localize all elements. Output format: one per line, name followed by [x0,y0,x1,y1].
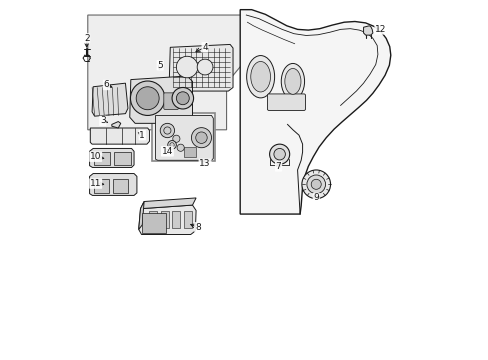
Circle shape [273,148,285,160]
Polygon shape [129,76,192,123]
Bar [113,152,131,165]
Circle shape [176,92,189,105]
Bar [183,147,196,157]
Polygon shape [155,116,213,160]
Text: 1: 1 [139,131,145,140]
Polygon shape [89,148,134,167]
Circle shape [310,179,321,189]
Text: 5: 5 [157,61,163,70]
Text: 7: 7 [275,162,281,171]
FancyBboxPatch shape [163,93,178,109]
Circle shape [172,87,193,109]
Polygon shape [139,202,144,229]
Circle shape [130,81,164,116]
Circle shape [176,56,198,78]
Bar [161,211,168,228]
FancyBboxPatch shape [267,94,305,111]
Circle shape [197,59,212,75]
Text: 4: 4 [202,43,207,52]
Bar [149,211,157,228]
Polygon shape [140,198,196,209]
Polygon shape [112,122,121,128]
Text: 10: 10 [90,152,101,161]
Text: 14: 14 [162,147,173,156]
Text: 6: 6 [103,81,109,90]
Ellipse shape [246,55,274,98]
Bar [94,152,110,165]
Polygon shape [92,83,128,116]
Circle shape [195,132,207,143]
Circle shape [167,140,176,149]
Ellipse shape [281,63,304,99]
Bar [94,179,109,193]
Circle shape [172,135,180,142]
Polygon shape [363,26,372,35]
Circle shape [269,144,289,164]
Text: 3: 3 [100,116,105,125]
Text: 2: 2 [84,34,89,43]
Bar [152,113,215,161]
Polygon shape [88,15,244,130]
Text: 9: 9 [313,193,319,202]
Text: 13: 13 [199,159,210,168]
Circle shape [301,170,330,199]
Polygon shape [90,128,149,144]
Polygon shape [169,44,233,91]
Circle shape [306,175,325,194]
Circle shape [136,87,159,110]
Polygon shape [240,10,390,214]
Bar [113,179,128,193]
Text: 12: 12 [374,25,386,34]
Bar [142,213,165,233]
Ellipse shape [250,62,270,92]
Text: 11: 11 [90,179,101,188]
Bar [172,211,180,228]
Polygon shape [139,205,196,234]
Ellipse shape [285,68,301,94]
Bar [183,211,191,228]
Circle shape [177,144,184,151]
Circle shape [160,123,174,138]
Polygon shape [89,174,137,195]
Text: 8: 8 [195,223,201,232]
Circle shape [191,128,211,148]
